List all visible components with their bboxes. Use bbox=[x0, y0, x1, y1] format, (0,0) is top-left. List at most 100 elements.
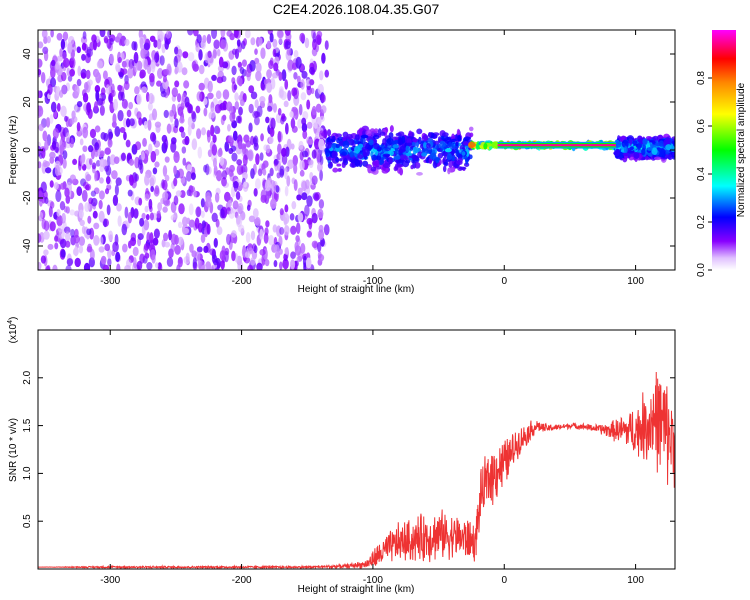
heatmap-cell bbox=[372, 160, 378, 169]
heatmap-cell bbox=[290, 251, 296, 260]
heatmap-cell bbox=[201, 127, 206, 136]
heatmap-cell bbox=[104, 243, 111, 252]
heatmap-cell bbox=[122, 243, 128, 253]
heatmap-cell bbox=[222, 114, 227, 121]
heatmap-cell bbox=[450, 138, 457, 143]
heatmap-cell bbox=[164, 39, 170, 50]
heatmap-cell bbox=[44, 139, 49, 151]
heatmap-cell bbox=[89, 249, 95, 261]
heatmap-cell bbox=[52, 264, 58, 270]
heatmap-cell bbox=[317, 162, 323, 172]
heatmap-cell bbox=[245, 68, 252, 78]
heatmap-cell bbox=[82, 126, 89, 139]
heatmap-cell bbox=[102, 70, 108, 80]
heatmap-cell bbox=[162, 165, 168, 177]
heatmap-cell bbox=[372, 135, 380, 140]
heatmap-cell bbox=[316, 30, 323, 39]
heatmap-cell bbox=[336, 163, 342, 167]
heatmap-cell bbox=[115, 251, 121, 263]
heatmap-cell bbox=[113, 98, 119, 111]
heatmap-cell bbox=[73, 103, 78, 112]
heatmap-cell bbox=[399, 145, 406, 153]
heatmap-cell bbox=[216, 127, 221, 134]
heatmap-cell bbox=[189, 243, 194, 253]
heatmap-cell bbox=[311, 212, 318, 224]
heatmap-cell bbox=[296, 75, 301, 84]
heatmap-cell bbox=[123, 81, 130, 91]
heatmap-cell bbox=[163, 109, 169, 119]
heatmap-cell bbox=[393, 155, 401, 160]
heatmap-cell bbox=[100, 87, 106, 96]
heatmap-cell bbox=[184, 96, 190, 108]
heatmap-cell bbox=[127, 67, 134, 79]
heatmap-cell bbox=[300, 242, 306, 254]
heatmap-cell bbox=[421, 135, 429, 142]
heatmap-cell bbox=[388, 132, 394, 139]
heatmap-cell bbox=[50, 59, 56, 67]
heatmap-cell bbox=[388, 157, 393, 164]
heatmap-cell bbox=[236, 159, 243, 166]
heatmap-cell bbox=[127, 212, 133, 224]
heatmap-cell bbox=[211, 144, 218, 156]
heatmap-cell bbox=[121, 60, 127, 68]
heatmap-cell bbox=[117, 109, 124, 122]
heatmap-cell bbox=[144, 252, 150, 259]
heatmap-cell bbox=[665, 144, 672, 151]
colorbar-tick-label: 0.8 bbox=[696, 71, 707, 85]
heatmap-cell bbox=[270, 198, 277, 209]
heatmap-cell bbox=[283, 100, 289, 108]
heatmap-cell bbox=[335, 143, 340, 149]
heatmap-cell bbox=[52, 127, 59, 139]
heatmap-cell bbox=[421, 152, 428, 157]
heatmap-cell bbox=[56, 102, 61, 112]
heatmap-cell bbox=[174, 46, 179, 55]
heatmap-cell bbox=[297, 212, 304, 223]
heatmap-cell bbox=[660, 147, 665, 155]
heatmap-cell bbox=[138, 117, 143, 126]
heatmap-cell bbox=[156, 38, 162, 50]
snr-x-ticks: -300 -200 -100 0 100 bbox=[100, 330, 644, 586]
heatmap-cell bbox=[260, 189, 267, 201]
heatmap-cell bbox=[107, 128, 113, 141]
heatmap-cell bbox=[41, 218, 47, 230]
snr-x-tick-label: -300 bbox=[100, 575, 120, 586]
heatmap-cell bbox=[186, 170, 192, 182]
heatmap-cell bbox=[456, 160, 463, 166]
heatmap-cell bbox=[642, 138, 648, 146]
heatmap-cell bbox=[276, 30, 284, 39]
heatmap-cell bbox=[137, 233, 144, 241]
heatmap-cell bbox=[429, 153, 437, 160]
heatmap-cell bbox=[290, 225, 297, 235]
heatmap-cell bbox=[149, 232, 154, 244]
heatmap-cell bbox=[177, 168, 185, 179]
heatmap-cell bbox=[86, 183, 92, 191]
heatmap-cell bbox=[116, 263, 121, 270]
heatmap-cell bbox=[437, 152, 444, 159]
heatmap-cell bbox=[188, 185, 194, 197]
heatmap-cell bbox=[671, 152, 675, 157]
heatmap-cell bbox=[159, 55, 165, 66]
heatmap-cell bbox=[236, 39, 241, 47]
heatmap-cell bbox=[301, 70, 308, 79]
heatmap-cell bbox=[247, 149, 254, 162]
heatmap-cell bbox=[132, 246, 139, 257]
heatmap-cell bbox=[384, 147, 391, 152]
colorbar-ticks: 0.0 0.2 0.4 0.6 0.8 bbox=[696, 71, 712, 277]
heatmap-cell bbox=[162, 191, 169, 201]
heatmap-cell bbox=[153, 39, 158, 48]
heatmap-cell bbox=[82, 92, 89, 103]
heatmap-cell bbox=[177, 236, 184, 246]
heatmap-cell bbox=[70, 228, 75, 238]
heatmap-cell bbox=[268, 135, 274, 145]
heatmap-cell bbox=[647, 147, 653, 151]
heatmap-cell bbox=[114, 36, 120, 43]
heatmap-cell bbox=[42, 130, 48, 142]
heatmap-cell bbox=[156, 80, 162, 87]
heatmap-cell bbox=[276, 172, 281, 179]
heatmap-cell bbox=[196, 128, 202, 140]
heatmap-cell bbox=[164, 156, 170, 163]
heatmap-cell bbox=[87, 79, 93, 86]
heatmap-cell bbox=[59, 90, 64, 98]
heatmap-cell bbox=[234, 92, 239, 102]
heatmap-cell bbox=[483, 142, 488, 150]
